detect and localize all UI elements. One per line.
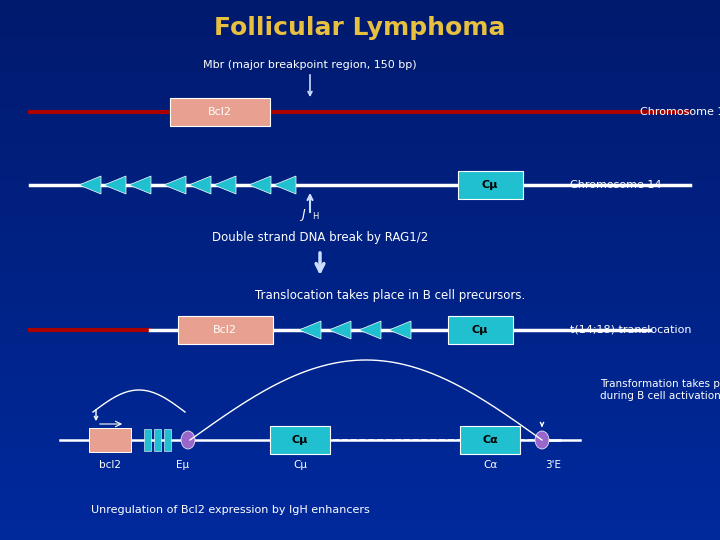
Bar bbox=[0, 36, 720, 54]
Text: Eμ: Eμ bbox=[176, 460, 189, 470]
Text: bcl2: bcl2 bbox=[99, 460, 121, 470]
Text: Chromosome 18: Chromosome 18 bbox=[640, 107, 720, 117]
Text: t(14;18) translocation: t(14;18) translocation bbox=[570, 325, 691, 335]
Bar bbox=[0, 486, 720, 504]
Bar bbox=[89, 428, 131, 452]
Text: Bcl2: Bcl2 bbox=[213, 325, 237, 335]
Bar bbox=[0, 162, 720, 180]
Bar bbox=[170, 98, 270, 126]
Bar bbox=[0, 72, 720, 90]
Bar bbox=[0, 504, 720, 522]
Polygon shape bbox=[129, 176, 151, 194]
Bar bbox=[0, 324, 720, 342]
Polygon shape bbox=[214, 176, 236, 194]
Polygon shape bbox=[249, 176, 271, 194]
Bar bbox=[0, 468, 720, 486]
Bar bbox=[0, 378, 720, 396]
Bar bbox=[144, 429, 151, 451]
Text: Cμ: Cμ bbox=[482, 180, 498, 190]
Polygon shape bbox=[274, 176, 296, 194]
Bar bbox=[0, 270, 720, 288]
Ellipse shape bbox=[181, 431, 195, 449]
Text: Double strand DNA break by RAG1/2: Double strand DNA break by RAG1/2 bbox=[212, 232, 428, 245]
Bar bbox=[0, 252, 720, 270]
Bar bbox=[0, 234, 720, 252]
Text: Cμ: Cμ bbox=[472, 325, 488, 335]
Bar bbox=[0, 360, 720, 378]
Bar bbox=[0, 126, 720, 144]
Text: H: H bbox=[312, 212, 318, 221]
Bar bbox=[0, 450, 720, 468]
Bar bbox=[0, 432, 720, 450]
Bar bbox=[0, 396, 720, 414]
Bar bbox=[0, 54, 720, 72]
Bar bbox=[448, 316, 513, 344]
Bar bbox=[270, 426, 330, 454]
Text: Transformation takes place
during B cell activation in GC.: Transformation takes place during B cell… bbox=[600, 379, 720, 401]
Bar bbox=[0, 144, 720, 162]
Text: Translocation takes place in B cell precursors.: Translocation takes place in B cell prec… bbox=[255, 288, 525, 301]
Polygon shape bbox=[79, 176, 101, 194]
Bar bbox=[0, 108, 720, 126]
Bar bbox=[0, 288, 720, 306]
Polygon shape bbox=[189, 176, 211, 194]
Bar bbox=[460, 426, 520, 454]
Bar bbox=[0, 522, 720, 540]
Text: Follicular Lymphoma: Follicular Lymphoma bbox=[215, 16, 505, 40]
Text: Cα: Cα bbox=[482, 435, 498, 445]
Bar bbox=[154, 429, 161, 451]
Text: Cμ: Cμ bbox=[293, 460, 307, 470]
Bar bbox=[0, 198, 720, 216]
Bar bbox=[0, 0, 720, 18]
Bar bbox=[0, 306, 720, 324]
Polygon shape bbox=[164, 176, 186, 194]
Bar bbox=[0, 180, 720, 198]
Bar bbox=[0, 90, 720, 108]
Text: Cμ: Cμ bbox=[292, 435, 308, 445]
Text: Cα: Cα bbox=[483, 460, 497, 470]
Text: J: J bbox=[301, 208, 305, 221]
Bar bbox=[0, 216, 720, 234]
Bar bbox=[0, 18, 720, 36]
Polygon shape bbox=[104, 176, 126, 194]
Text: Bcl2: Bcl2 bbox=[208, 107, 232, 117]
Bar bbox=[457, 171, 523, 199]
Text: Mbr (major breakpoint region, 150 bp): Mbr (major breakpoint region, 150 bp) bbox=[203, 60, 417, 70]
Text: Unregulation of Bcl2 expression by IgH enhancers: Unregulation of Bcl2 expression by IgH e… bbox=[91, 505, 369, 515]
Text: 3'E: 3'E bbox=[545, 460, 561, 470]
Polygon shape bbox=[329, 321, 351, 339]
Polygon shape bbox=[389, 321, 411, 339]
Ellipse shape bbox=[535, 431, 549, 449]
Bar bbox=[0, 414, 720, 432]
Bar bbox=[164, 429, 171, 451]
Polygon shape bbox=[299, 321, 321, 339]
Polygon shape bbox=[359, 321, 381, 339]
Text: Chromosome 14: Chromosome 14 bbox=[570, 180, 662, 190]
Bar bbox=[0, 342, 720, 360]
Bar bbox=[178, 316, 272, 344]
